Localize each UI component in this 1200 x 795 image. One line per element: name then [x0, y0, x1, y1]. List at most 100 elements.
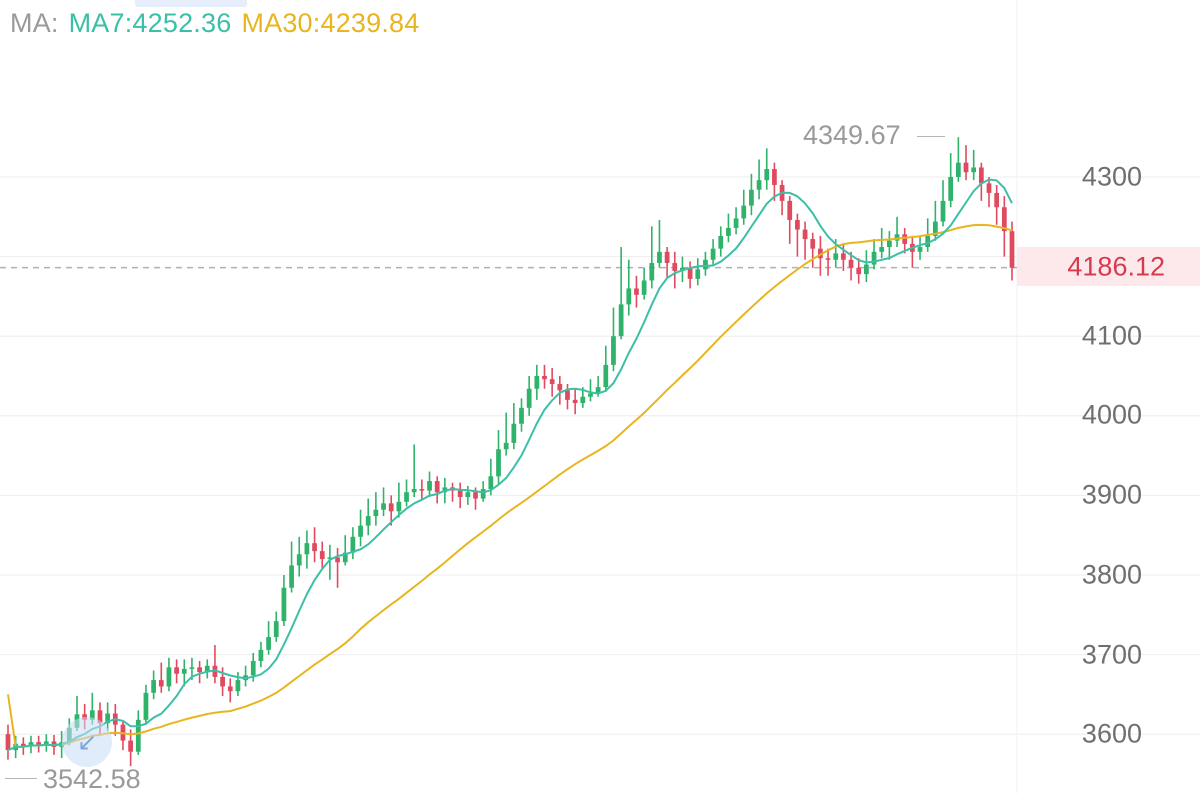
candle-body	[971, 167, 977, 173]
candle-body	[818, 248, 823, 259]
candle-body	[649, 262, 655, 281]
ma7-line	[7, 178, 1013, 752]
ma7-label: MA7:4252.36	[68, 8, 232, 38]
candle-body	[634, 288, 639, 295]
candle-body	[296, 554, 302, 566]
candle-body	[695, 269, 701, 279]
candle-body	[511, 423, 517, 443]
candle-body	[886, 240, 892, 248]
candle-body	[557, 383, 563, 391]
candle-body	[388, 503, 394, 512]
collapse-arrows-icon[interactable]: ↙	[62, 717, 112, 767]
candle-body	[89, 710, 95, 720]
low-marker-line	[5, 778, 37, 779]
candle-body	[871, 251, 877, 265]
candle-body	[710, 248, 716, 260]
candle-body	[948, 177, 954, 201]
candle-body	[465, 492, 471, 497]
candle-body	[434, 481, 440, 493]
candle-body	[197, 667, 202, 673]
candle-body	[795, 219, 800, 230]
candle-body	[304, 543, 310, 555]
candle-body	[289, 565, 294, 588]
y-tick-label: 3600	[1081, 718, 1142, 749]
candle-body	[266, 637, 271, 650]
candle-body	[611, 336, 616, 365]
candle-body	[457, 490, 463, 497]
candle-body	[917, 247, 923, 252]
candle-body	[603, 364, 609, 388]
y-tick-label: 4000	[1081, 399, 1142, 430]
candle-body	[503, 442, 509, 450]
candle-body	[1001, 207, 1007, 232]
candle-body	[802, 229, 808, 240]
candle-body	[97, 710, 103, 724]
top-tab-indicator	[135, 0, 247, 7]
candle-body	[772, 169, 777, 185]
candle-body	[726, 227, 731, 236]
candle-body	[189, 667, 195, 669]
y-tick-label: 3800	[1081, 559, 1142, 590]
candle-body	[978, 167, 984, 184]
ma-label: MA:	[10, 8, 59, 38]
candle-body	[810, 239, 816, 249]
candle-body	[879, 247, 885, 252]
candle-body	[358, 525, 363, 537]
candle-body	[496, 449, 501, 477]
candle-body	[925, 235, 931, 248]
low-price-label: 3542.58	[43, 764, 141, 794]
candle-body	[220, 676, 225, 687]
candle-body	[733, 218, 739, 228]
candle-body	[664, 251, 670, 263]
candle-body	[373, 509, 379, 517]
candle-body	[572, 399, 578, 404]
candle-body	[227, 686, 233, 692]
candle-body	[542, 376, 547, 380]
candle-body	[319, 551, 325, 560]
candle-body	[955, 162, 961, 177]
candle-body	[833, 253, 839, 260]
ma30-line	[7, 223, 1013, 748]
y-tick-label: 4300	[1081, 161, 1142, 192]
candle-body	[994, 192, 1000, 208]
candle-body	[848, 259, 854, 268]
candle-body	[105, 713, 111, 724]
candle-body	[473, 492, 478, 499]
ma-legend: MA: MA7:4252.36 MA30:4239.84	[10, 8, 429, 39]
candle-body	[963, 162, 969, 173]
candle-body	[526, 388, 532, 408]
candle-body	[902, 234, 908, 244]
candle-body	[204, 665, 210, 673]
candle-body	[342, 552, 348, 563]
candle-body	[20, 743, 26, 747]
candle-body	[940, 200, 946, 222]
candle-body	[787, 200, 793, 220]
candle-body	[986, 183, 992, 193]
candle-body	[841, 253, 846, 260]
candle-body	[250, 660, 256, 676]
candle-body	[135, 719, 141, 752]
candle-body	[128, 740, 134, 752]
candle-body	[764, 169, 770, 181]
candle-body	[718, 235, 724, 249]
candle-body	[381, 503, 386, 510]
candle-body	[687, 267, 693, 279]
candle-body	[258, 649, 264, 661]
candle-body	[549, 379, 555, 384]
candle-body	[756, 180, 762, 190]
candle-body	[396, 501, 402, 512]
candle-body	[480, 489, 486, 499]
last-price-value: 4186.12	[1067, 251, 1165, 281]
candle-body	[365, 516, 371, 526]
candle-body	[427, 481, 432, 491]
candle-body	[864, 264, 869, 275]
ma30-label: MA30:4239.84	[241, 8, 420, 38]
candle-body	[825, 258, 831, 260]
last-price-tag: 4186.12	[1017, 247, 1200, 286]
candle-body	[312, 543, 317, 552]
candle-body	[404, 492, 409, 502]
y-tick-label: 3700	[1081, 639, 1142, 670]
candle-body	[519, 407, 524, 424]
